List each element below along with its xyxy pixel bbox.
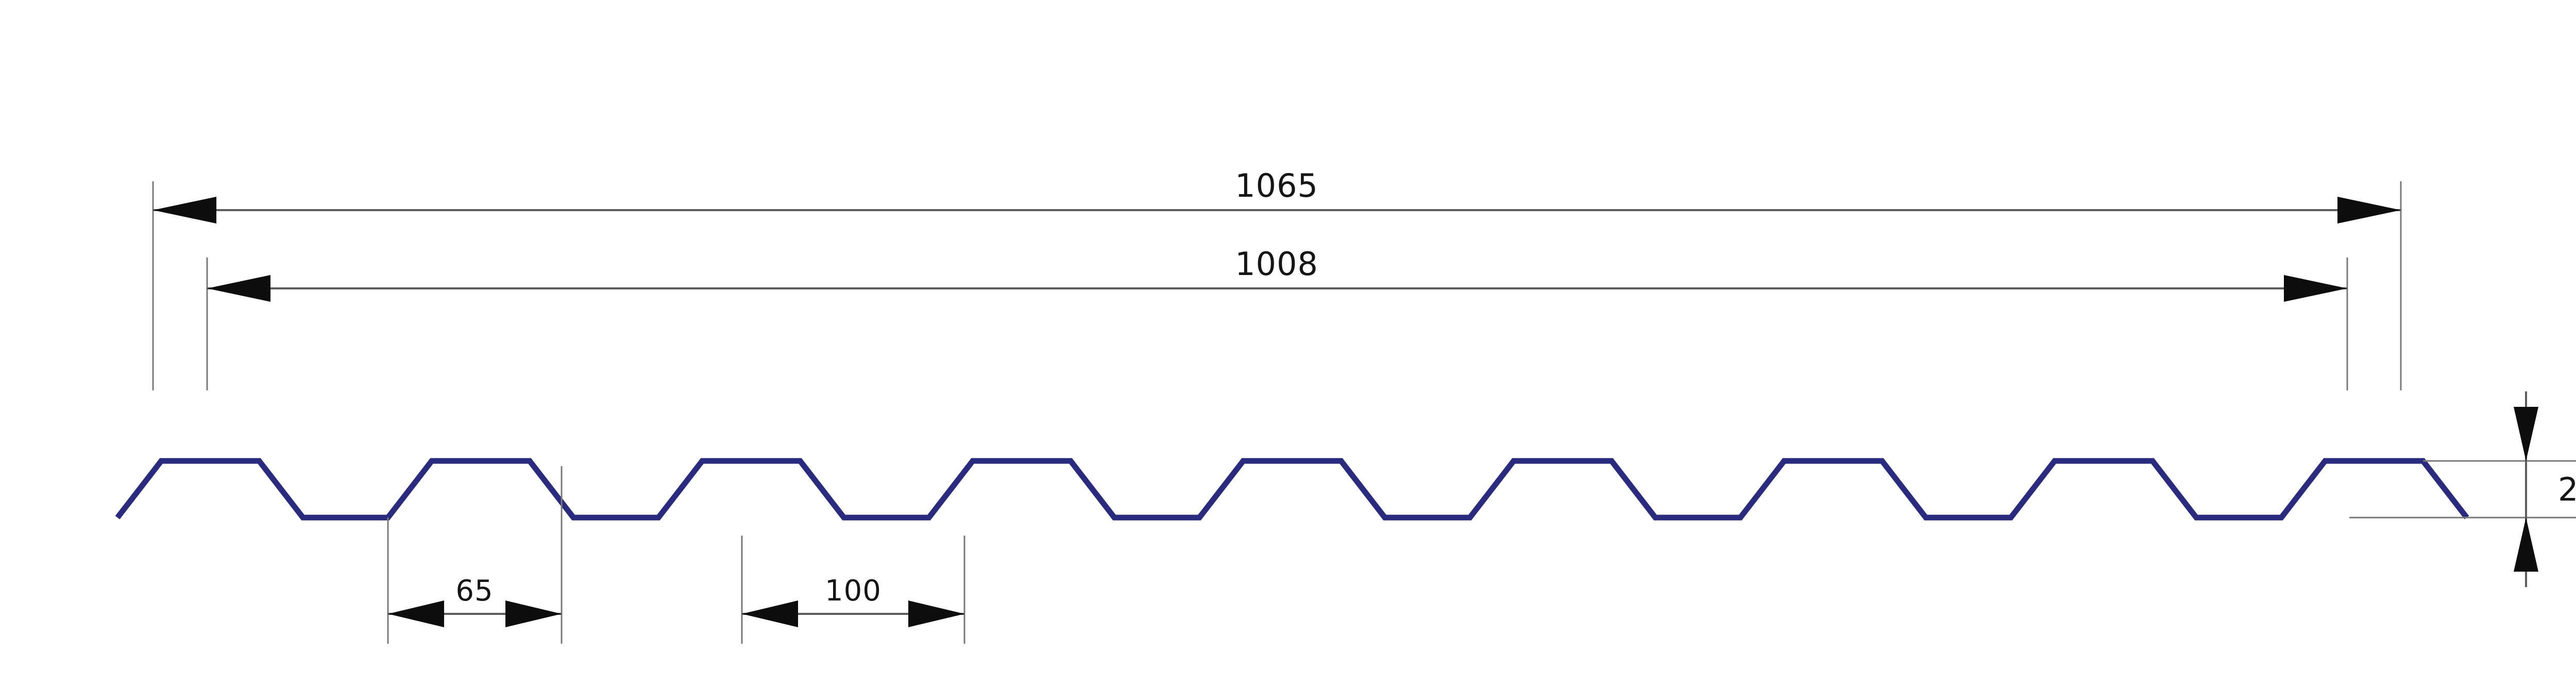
arrowhead-right-100	[908, 600, 964, 627]
profile-waveform-path	[115, 458, 2469, 521]
dimension-useful-width: 1008	[207, 245, 2347, 302]
arrowhead-right-1008	[2284, 275, 2347, 302]
dimension-label-overall-width: 1065	[1235, 167, 1318, 204]
dimension-label-useful-width: 1008	[1235, 245, 1318, 283]
arrowhead-right-1065	[2337, 197, 2401, 224]
dimension-trough-width: 65	[388, 574, 562, 627]
arrowhead-left-65	[388, 600, 444, 627]
arrowhead-left-100	[742, 600, 798, 627]
arrowhead-right-65	[505, 600, 562, 627]
top-extension-lines	[152, 181, 2402, 390]
dimension-label-trough-width: 65	[455, 574, 493, 608]
arrowhead-bottom-21mm	[2514, 518, 2538, 572]
dimension-label-profile-height: 21 мм	[2558, 471, 2576, 508]
arrowhead-left-1065	[153, 197, 216, 224]
sheet-profile-outline	[115, 458, 2469, 521]
dimension-pitch: 100	[742, 574, 964, 627]
arrowhead-top-21mm	[2514, 407, 2538, 461]
dimension-label-pitch: 100	[825, 574, 882, 608]
height-projection-lines	[2349, 460, 2576, 519]
dimension-profile-height: 21 мм	[2514, 391, 2576, 587]
arrowhead-left-1008	[207, 275, 270, 302]
dimension-overall-width: 1065	[153, 167, 2401, 224]
